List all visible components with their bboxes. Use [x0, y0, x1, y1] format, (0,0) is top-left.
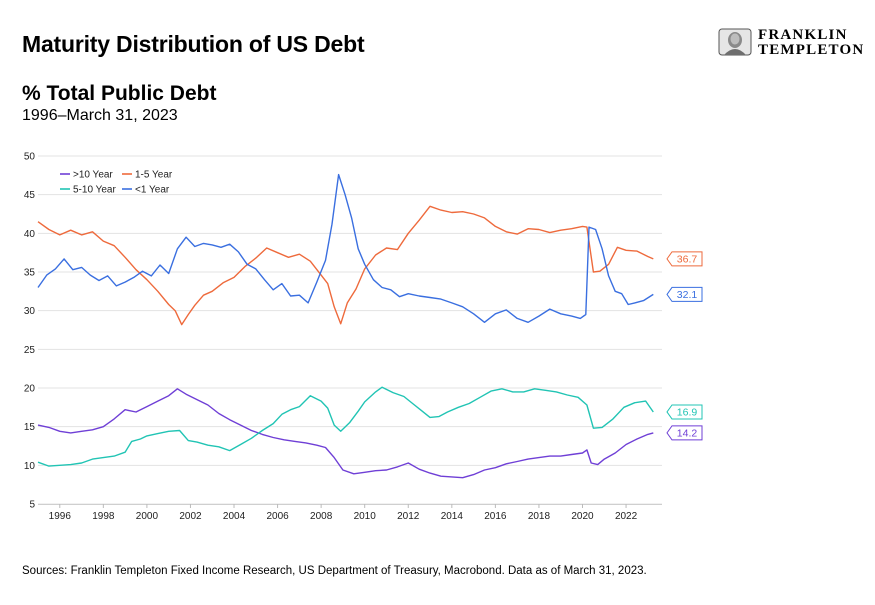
- x-tick-label: 2022: [615, 511, 638, 522]
- end-label-box: [666, 404, 703, 420]
- y-tick-label: 15: [24, 422, 36, 433]
- series-line-3: [37, 173, 654, 323]
- y-tick-label: 30: [24, 306, 36, 317]
- x-tick-label: 2010: [354, 511, 377, 522]
- x-tick-label: 2012: [397, 511, 420, 522]
- end-label-2: 16.9: [666, 404, 703, 420]
- legend-label: 1-5 Year: [135, 170, 173, 181]
- logo-text-franklin: FRANKLIN: [758, 27, 848, 43]
- x-tick-label: 2018: [528, 511, 551, 522]
- y-tick-label: 35: [24, 268, 36, 279]
- x-tick-label: 2014: [441, 511, 464, 522]
- x-tick-label: 2008: [310, 511, 333, 522]
- series-line-1: [37, 205, 654, 326]
- source-note: Sources: Franklin Templeton Fixed Income…: [22, 565, 647, 577]
- x-tick-label: 2002: [179, 511, 202, 522]
- x-tick-label: 2000: [136, 511, 159, 522]
- y-axis: 5 10 15 20 25 30 35 40 45 50: [24, 152, 36, 511]
- x-tick-label: 1998: [92, 511, 115, 522]
- series-line-0: [37, 388, 654, 479]
- x-tick-label: 1996: [49, 511, 72, 522]
- end-label-1: 36.7: [666, 251, 703, 267]
- x-tick-label: 2006: [266, 511, 289, 522]
- y-tick-label: 50: [24, 152, 36, 163]
- grid-lines: [38, 155, 662, 505]
- legend-label: <1 Year: [135, 185, 170, 196]
- x-axis: 1996 1998 2000 2002 2004 2006 2008 2010 2012 2014…: [38, 504, 662, 522]
- series-lines: [37, 173, 654, 479]
- legend-label: 5-10 Year: [73, 185, 116, 196]
- chart-title: Maturity Distribution of US Debt: [22, 31, 365, 57]
- x-tick-label: 2004: [223, 511, 246, 522]
- x-tick-label: 2016: [484, 511, 507, 522]
- franklin-templeton-logo: FRANKLIN TEMPLETON: [718, 27, 863, 61]
- series-line-2: [37, 386, 654, 467]
- logo-text-templeton: TEMPLETON: [758, 42, 865, 58]
- x-tick-label: 2020: [571, 511, 594, 522]
- end-label-value: 16.9: [677, 407, 698, 419]
- end-label-box: [666, 425, 703, 441]
- y-tick-label: 5: [29, 500, 35, 511]
- end-label-value: 14.2: [677, 428, 698, 440]
- end-label-value: 32.1: [677, 289, 698, 301]
- y-tick-label: 25: [24, 345, 36, 356]
- end-label-3: 32.1: [666, 286, 703, 302]
- chart-period: 1996–March 31, 2023: [22, 107, 178, 124]
- end-label-box: [666, 286, 703, 302]
- y-tick-label: 20: [24, 384, 36, 395]
- end-label-box: [666, 251, 703, 267]
- maturity-line-chart: 5 10 15 20 25 30 35 40 45 50 1996 1998 2000 2002 2004…: [24, 152, 703, 522]
- end-label-value: 36.7: [677, 254, 698, 266]
- legend: >10 Year 1-5 Year 5-10 Year <1 Year: [60, 170, 173, 196]
- legend-label: >10 Year: [73, 170, 113, 181]
- end-labels: 14.2 36.7 16.9 32.1: [666, 251, 703, 441]
- chart-subtitle: % Total Public Debt: [22, 82, 217, 105]
- y-tick-label: 40: [24, 229, 36, 240]
- end-label-0: 14.2: [666, 425, 703, 441]
- franklin-portrait-icon: [718, 28, 752, 56]
- y-tick-label: 45: [24, 190, 36, 201]
- y-tick-label: 10: [24, 461, 36, 472]
